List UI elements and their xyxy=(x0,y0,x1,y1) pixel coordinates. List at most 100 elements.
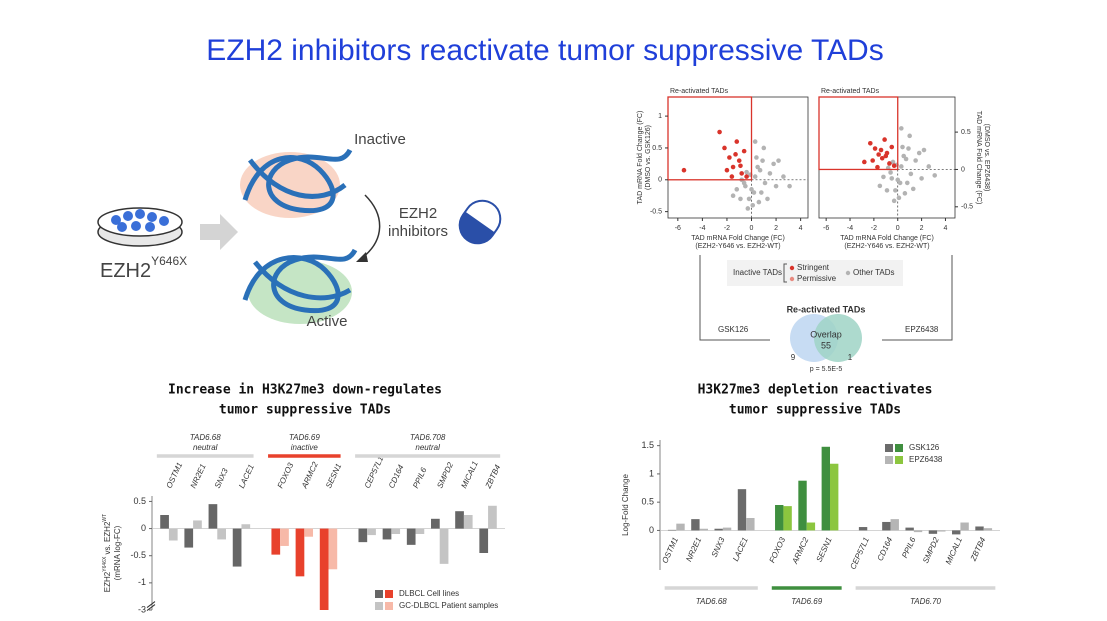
point xyxy=(932,173,938,178)
legend-swatch xyxy=(789,276,795,282)
legend-swatch xyxy=(885,456,893,464)
point xyxy=(906,146,911,151)
point xyxy=(876,152,881,157)
legend-swatch xyxy=(845,270,851,276)
legend-label: Other TADs xyxy=(853,268,895,277)
cell-label: EZH2Y646X xyxy=(100,254,187,282)
overlap-diagram: Re-activated TADs Overlap 55 9 1 p = 5.5… xyxy=(699,255,953,373)
y-tick-label: 1.5 xyxy=(641,440,654,450)
point xyxy=(739,171,744,176)
chart-title: tumor suppressive TADs xyxy=(219,403,391,418)
point xyxy=(889,144,895,150)
drug-label: inhibitors xyxy=(388,223,448,240)
overlap-label: Overlap xyxy=(810,329,842,339)
group-label: TAD6.68 xyxy=(190,433,222,442)
point xyxy=(787,183,792,189)
diagram: EZH2Y646X Inactive Active EZH2 inhibitor… xyxy=(97,131,502,330)
venn-circle xyxy=(814,314,862,362)
point xyxy=(745,206,751,211)
bar xyxy=(271,528,281,555)
point xyxy=(889,176,895,181)
point xyxy=(761,145,767,151)
point xyxy=(919,176,924,181)
bar xyxy=(406,528,416,545)
point xyxy=(746,196,752,202)
y-tick-label: 1 xyxy=(649,468,654,478)
bar xyxy=(913,530,923,533)
left-count: 9 xyxy=(791,353,796,362)
point xyxy=(752,174,758,179)
point xyxy=(921,147,927,153)
curved-arrow xyxy=(361,194,381,259)
x-tick-label: -4 xyxy=(699,225,705,232)
x-axis-label: (EZH2-Y646 vs. EZH2-WT) xyxy=(844,243,929,250)
point xyxy=(904,180,910,186)
y-axis-label: (mRNA log-FC) xyxy=(113,525,122,580)
legend-label: Stringent xyxy=(797,263,830,272)
y-axis-label-part: (mRNA log-FC) xyxy=(113,525,122,580)
annotation: Re-activated TADs xyxy=(821,88,880,95)
point xyxy=(884,188,890,193)
point xyxy=(913,158,918,163)
p-value: p = 5.5E-5 xyxy=(810,366,843,373)
group-note: inactive xyxy=(291,443,319,452)
y-tick-label: -0.5 xyxy=(961,204,973,211)
bar xyxy=(699,528,708,531)
y-axis-label: (DMSO vs. EPZ6438) xyxy=(983,124,990,192)
point xyxy=(891,198,897,204)
point xyxy=(895,177,901,183)
y-tick-label: -0.5 xyxy=(650,208,662,215)
x-tick-label: -6 xyxy=(823,225,829,232)
point xyxy=(882,137,887,142)
point xyxy=(879,155,885,161)
point xyxy=(900,144,905,150)
y-tick-label: 1 xyxy=(658,113,662,120)
bar xyxy=(676,523,685,531)
bar xyxy=(391,528,401,534)
y-tick-label: 0.5 xyxy=(133,496,146,506)
point xyxy=(734,139,740,144)
point xyxy=(751,190,757,195)
bar xyxy=(431,518,440,529)
group-note: neutral xyxy=(415,443,440,452)
point xyxy=(862,159,867,165)
left-label: GSK126 xyxy=(718,325,749,334)
y-axis-label-part: Log-Fold Change xyxy=(621,474,630,536)
legend-swatch xyxy=(885,444,893,452)
point xyxy=(765,196,770,202)
bar xyxy=(488,505,497,529)
y-axis-label-part: EZH2 xyxy=(103,571,112,592)
x-tick-label: 4 xyxy=(944,225,948,232)
slide-title: EZH2 inhibitors reactivate tumor suppres… xyxy=(206,34,883,67)
bar xyxy=(858,527,868,531)
point xyxy=(899,126,904,131)
point xyxy=(754,155,759,160)
y-axis-label-part: WT xyxy=(102,514,108,522)
point xyxy=(872,146,878,151)
arrow-head xyxy=(356,252,368,262)
point xyxy=(681,167,687,173)
bar xyxy=(358,528,368,543)
bar xyxy=(937,530,946,532)
point xyxy=(875,164,880,170)
legend-title: Inactive TADs xyxy=(733,268,782,277)
y-tick-label: 0.5 xyxy=(641,497,654,507)
bar xyxy=(217,528,226,540)
bar xyxy=(193,520,202,529)
x-tick-label: -6 xyxy=(675,225,681,232)
group-label: TAD6.708 xyxy=(410,433,446,442)
x-axis-label: TAD mRNA Fold Change (FC) xyxy=(840,235,934,242)
y-axis-label: TAD mRNA Fold Change (FC) xyxy=(637,111,644,205)
point xyxy=(733,152,738,157)
region-box xyxy=(667,96,753,181)
point xyxy=(741,148,747,154)
y-tick-label: -1 xyxy=(138,577,146,587)
bar xyxy=(806,522,816,531)
point xyxy=(760,158,765,163)
point xyxy=(730,193,736,199)
bar xyxy=(952,530,961,535)
bar xyxy=(241,524,251,529)
point xyxy=(870,158,875,163)
point xyxy=(736,158,742,163)
